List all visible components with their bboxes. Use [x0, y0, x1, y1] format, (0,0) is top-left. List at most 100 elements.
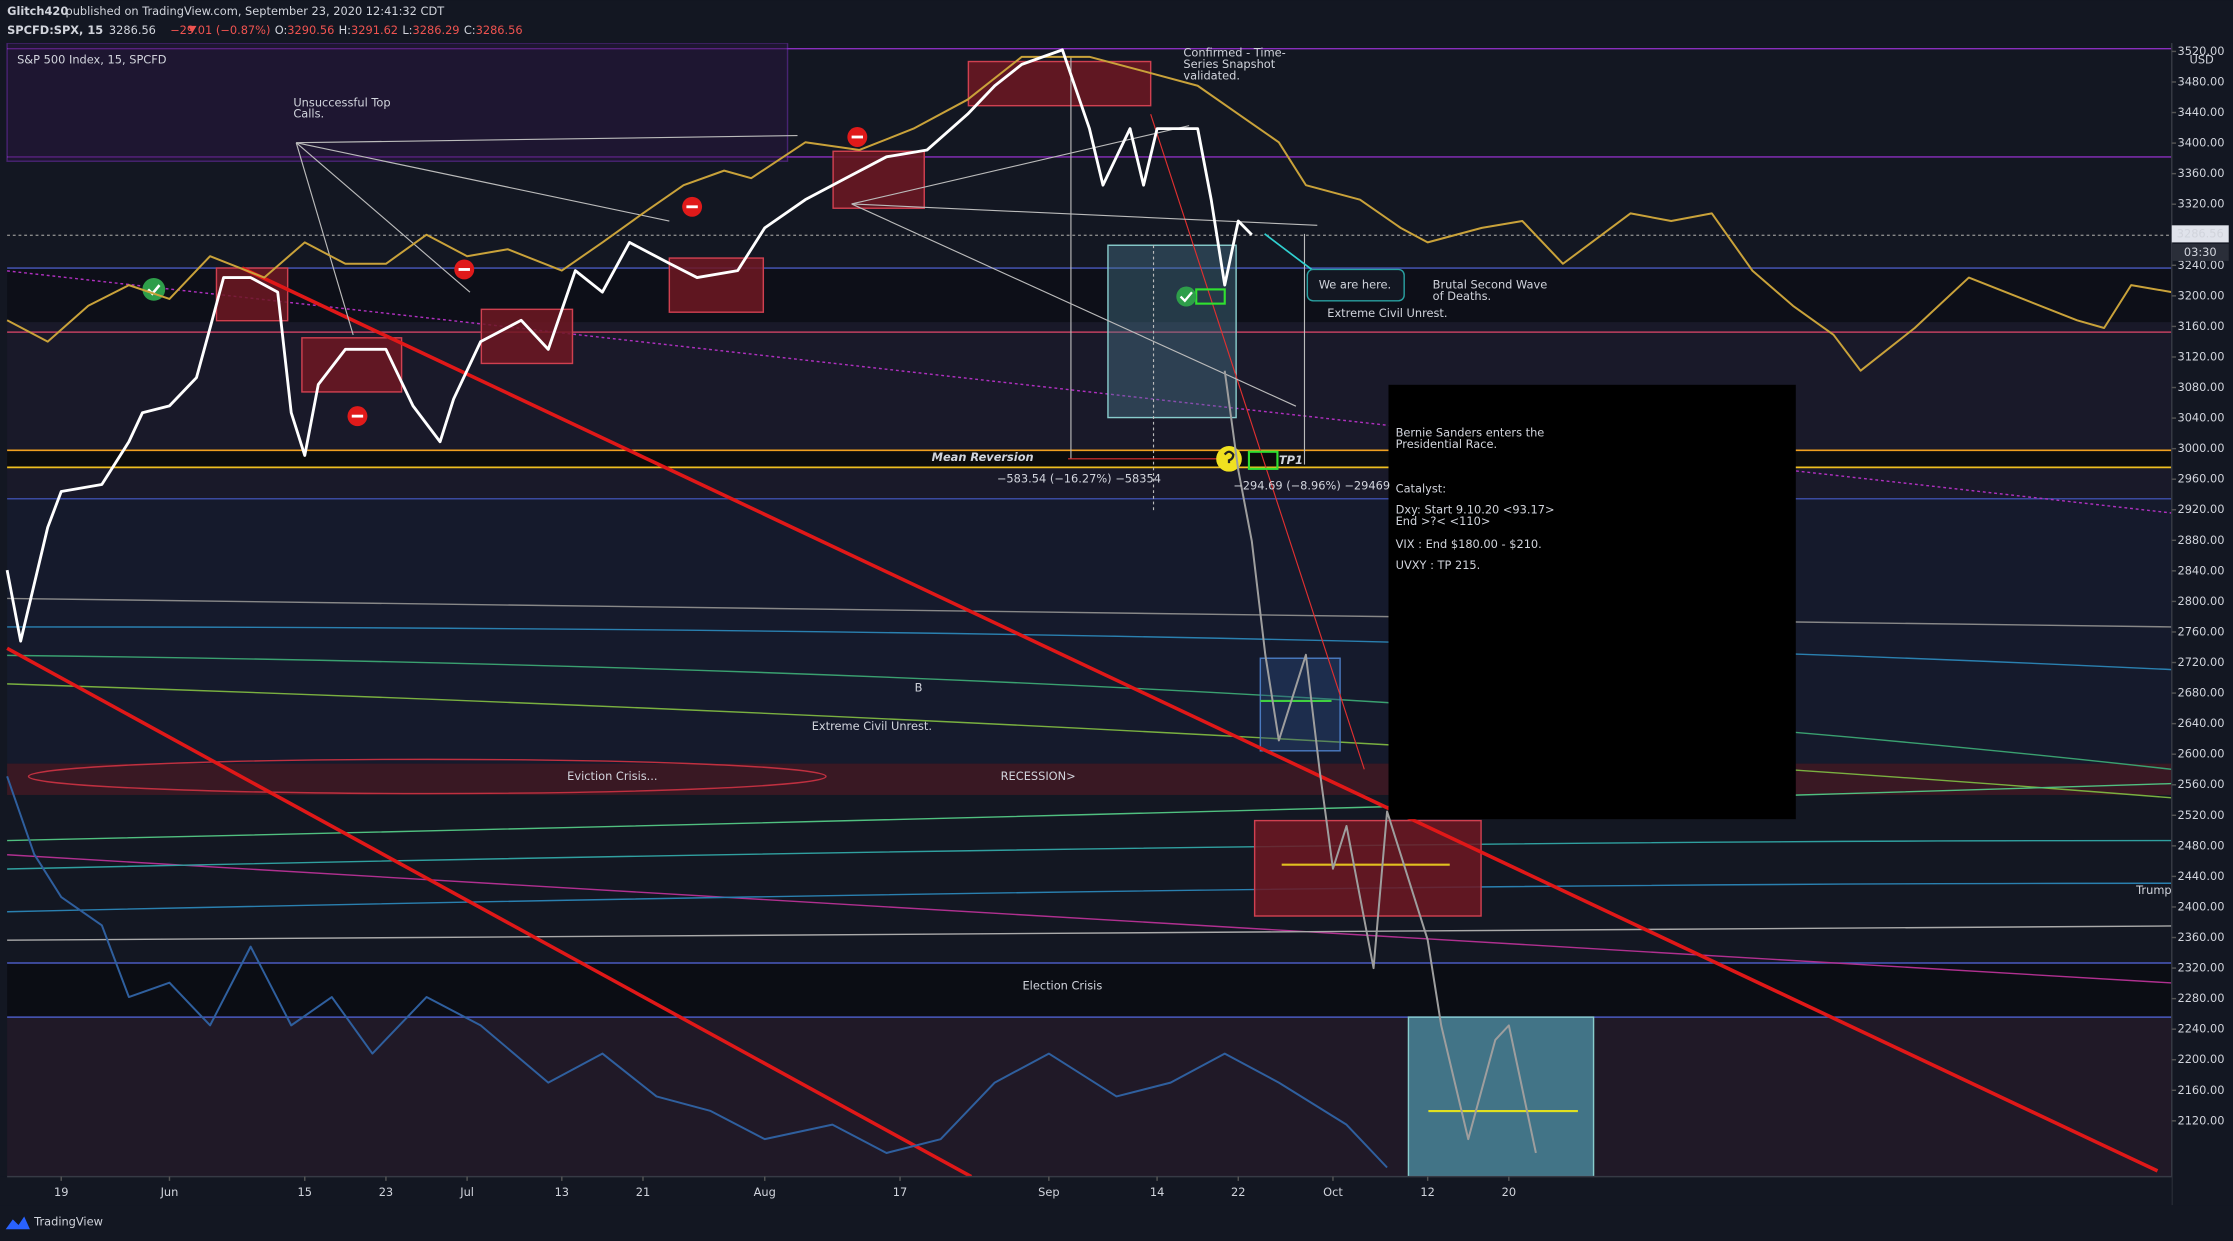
annotation: of Deaths. [1433, 289, 1492, 303]
arrow [1264, 233, 1318, 275]
y-tick-label: 3480.00 [2177, 74, 2224, 88]
box [1253, 819, 1482, 917]
annotation: RECESSION> [1001, 769, 1076, 783]
annotation: UVXY : TP 215. [1396, 558, 1481, 572]
x-tick-label: Oct [1323, 1185, 1343, 1199]
y-tick-label: 2400.00 [2177, 899, 2224, 913]
annotation: −294.69 (−8.96%) −29469 [1233, 478, 1390, 492]
y-tick-label: 2640.00 [2177, 716, 2224, 730]
band [7, 1017, 2172, 1177]
trend-line [241, 266, 2159, 1173]
annotation: VIX : End $180.00 - $210. [1396, 537, 1542, 551]
x-tick-label: 21 [636, 1185, 650, 1199]
fan-line [7, 782, 2172, 842]
ohlc-key: H: [339, 23, 351, 37]
logo [5, 1216, 30, 1230]
annotation: Eviction Crisis... [567, 769, 657, 783]
change: −29.01 (−0.87%) [170, 23, 270, 37]
y-tick-label: 2960.00 [2177, 472, 2224, 486]
arrow [851, 203, 1297, 407]
annotation: TP1 [1279, 453, 1303, 467]
y-tick-label: 2160.00 [2177, 1083, 2224, 1097]
check-icon [1179, 291, 1193, 303]
annotation: B [915, 681, 923, 695]
fan-line [7, 683, 2172, 799]
annotation: Trump [2135, 883, 2171, 897]
ohlc-key: L: [402, 23, 412, 37]
y-tick-label: 3240.00 [2177, 258, 2224, 272]
annotation: Catalyst: [1396, 481, 1446, 495]
band [7, 763, 2172, 795]
annotation: Unsuccessful Top [293, 95, 390, 109]
annotation: Confirmed - Time- [1183, 45, 1285, 59]
annotation: Calls. [293, 107, 324, 121]
ohlc-value: 3286.29 [412, 23, 459, 37]
x-tick-label: 14 [1150, 1185, 1164, 1199]
last-price: 3286.56 [109, 23, 156, 37]
annotation: We are here. [1319, 278, 1391, 292]
minus-bars [351, 135, 864, 418]
arrow [295, 142, 471, 293]
down-arrow [187, 25, 197, 34]
ohlc-value: 3286.56 [476, 23, 523, 37]
x-tick-label: 12 [1420, 1185, 1434, 1199]
symbol-line: SPCFD:SPX, 15 3286.56 −29.01 (−0.87%) O:329… [7, 23, 523, 37]
fan-line [7, 882, 2172, 913]
countdown-tag [2171, 243, 2229, 261]
x-tick-label: Sep [1038, 1185, 1059, 1199]
x-tick-label: 17 [893, 1185, 907, 1199]
price-line [5, 48, 1253, 643]
box [668, 257, 765, 313]
time-axis [0, 1176, 2172, 1206]
axes: 2120.00 2160.00 2200.00 2240.00 2280.00 2320.… [54, 44, 2225, 1199]
y-tick-label: 3440.00 [2177, 105, 2224, 119]
price-line [6, 55, 2172, 372]
y-tick-label: 3000.00 [2177, 441, 2224, 455]
check-icon [1176, 286, 1197, 307]
annotation: End >?< <110> [1396, 514, 1491, 528]
trend-line [7, 854, 2172, 984]
price-line [6, 775, 1388, 1169]
y-tick-label: 2440.00 [2177, 869, 2224, 883]
y-tick-label: 2680.00 [2177, 686, 2224, 700]
box [1107, 244, 1237, 419]
arrow [296, 142, 670, 222]
band [7, 498, 2172, 764]
ellipse [27, 758, 827, 795]
question-icon [1223, 450, 1235, 464]
y-tick-label: 2520.00 [2177, 808, 2224, 822]
trend-line [7, 270, 2172, 514]
annotation: Presidential Race. [1396, 437, 1497, 451]
header-bar [0, 0, 2233, 44]
price-tag [2171, 225, 2229, 243]
annotation: validated. [1183, 68, 1240, 82]
arrow [296, 135, 798, 144]
y-tick-label: 2120.00 [2177, 1113, 2224, 1127]
y-tick-label: 2880.00 [2177, 533, 2224, 547]
y-tick-label: 2600.00 [2177, 747, 2224, 761]
annotation: Brutal Second Wave [1433, 278, 1548, 292]
annotation: Mean Reversion [932, 450, 1034, 464]
footer-label: TradingView [33, 1215, 103, 1229]
y-tick-label: 2240.00 [2177, 1022, 2224, 1036]
y-tick-label: 2320.00 [2177, 961, 2224, 975]
x-tick-label: Jul [459, 1185, 474, 1199]
y-tick-label: 3520.00 [2177, 44, 2224, 58]
fan-line [7, 839, 2172, 870]
callout [1306, 268, 1405, 302]
y-tick-label: 2800.00 [2177, 594, 2224, 608]
x-tick-label: 20 [1502, 1185, 1516, 1199]
ohlc-value: 3290.56 [287, 23, 334, 37]
annotation: Extreme Civil Unrest. [812, 719, 932, 733]
price-line [1223, 370, 1537, 1154]
y-tick-label: 2360.00 [2177, 930, 2224, 944]
band [7, 268, 2172, 323]
y-tick-label: 2280.00 [2177, 991, 2224, 1005]
ohlc-key: O: [275, 23, 288, 37]
plot [5, 48, 2172, 1169]
y-tick-label: 2920.00 [2177, 502, 2224, 516]
box [1407, 1016, 1595, 1178]
annotation: Election Crisis [1022, 978, 1102, 992]
